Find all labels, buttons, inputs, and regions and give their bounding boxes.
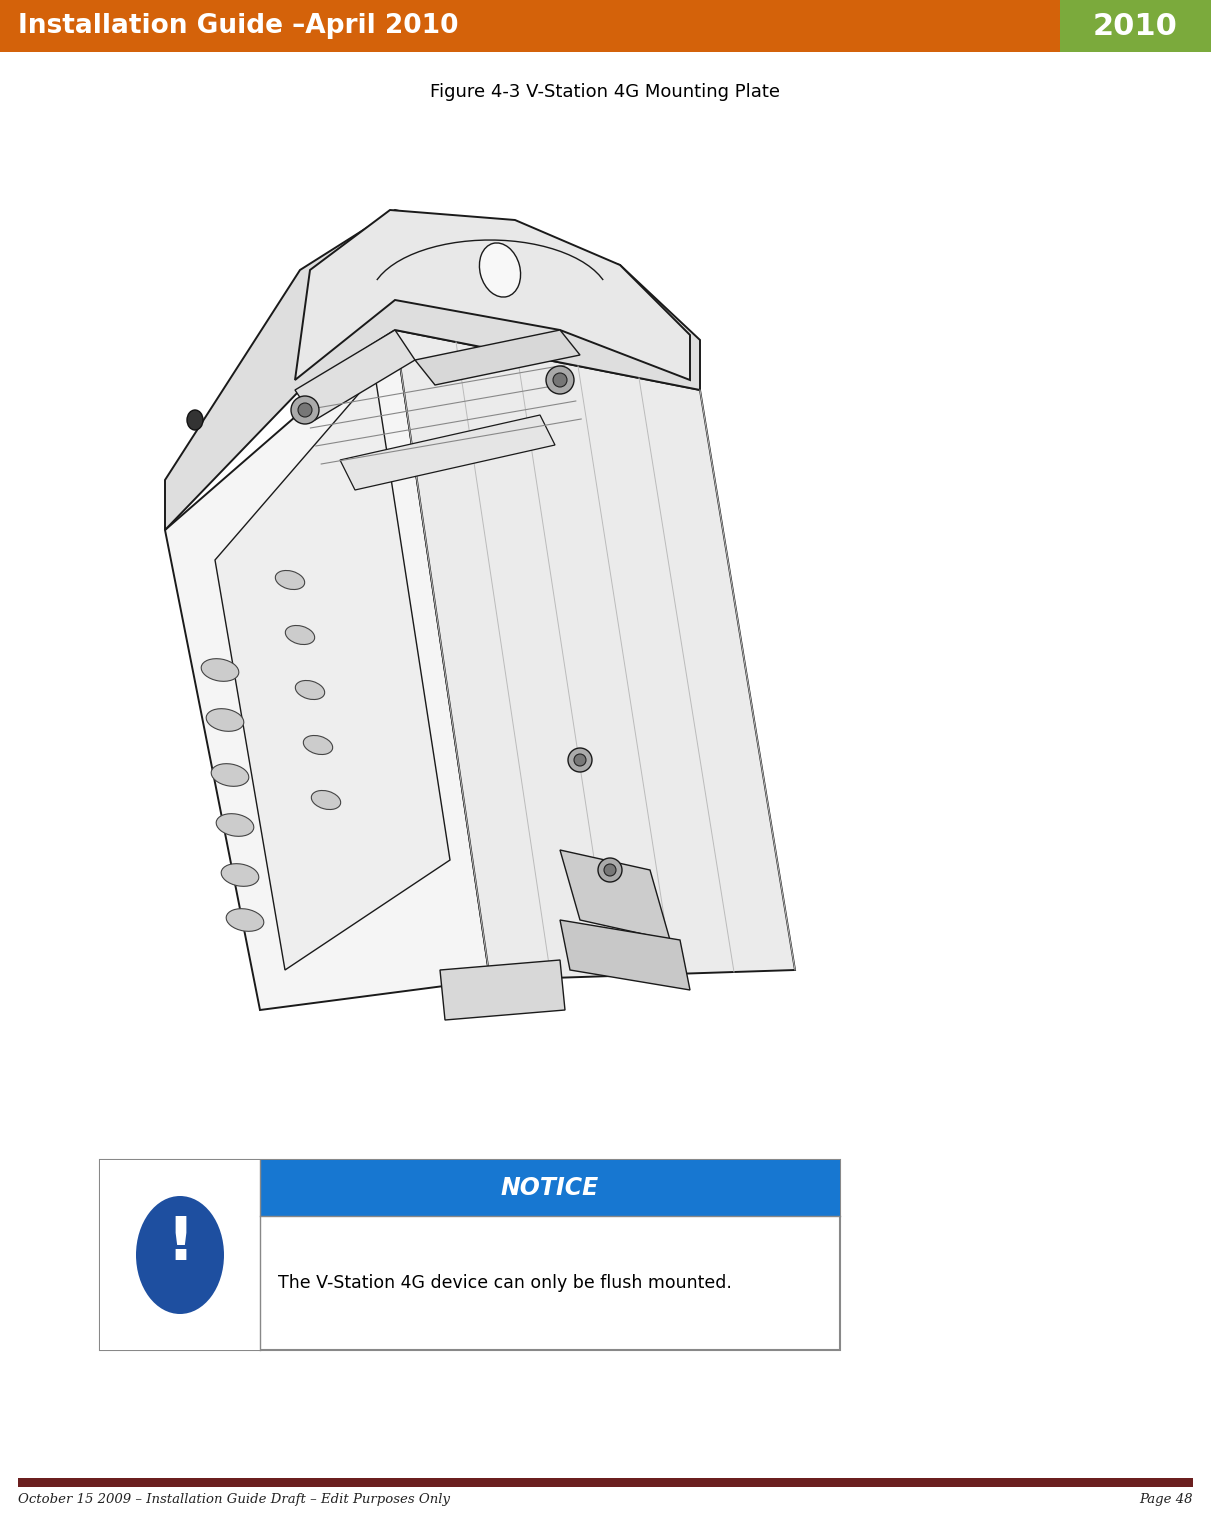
Bar [260,1161,840,1217]
Circle shape [568,748,592,772]
Polygon shape [295,209,690,379]
Circle shape [298,404,312,417]
Circle shape [604,865,616,875]
Bar [1060,0,1211,52]
Ellipse shape [201,658,239,681]
Ellipse shape [480,243,521,297]
Ellipse shape [186,410,203,429]
Text: The V-Station 4G device can only be flush mounted.: The V-Station 4G device can only be flus… [279,1274,731,1292]
Polygon shape [395,331,794,980]
Bar [18,1478,1193,1487]
Polygon shape [415,331,580,385]
Circle shape [574,754,586,766]
Ellipse shape [311,790,340,810]
Circle shape [598,859,622,881]
Ellipse shape [206,708,243,731]
Polygon shape [559,919,690,991]
Bar [101,1161,840,1350]
Polygon shape [165,209,700,529]
Bar [0,0,1060,52]
Ellipse shape [286,625,315,645]
Ellipse shape [303,736,333,754]
Polygon shape [295,331,415,420]
Polygon shape [440,960,566,1019]
Ellipse shape [217,813,254,836]
Text: Installation Guide –April 2010: Installation Guide –April 2010 [18,14,459,39]
Ellipse shape [275,570,305,590]
Polygon shape [165,331,490,1010]
Text: NOTICE: NOTICE [501,1176,599,1200]
Circle shape [291,396,318,423]
Ellipse shape [295,681,325,699]
Text: October 15 2009 – Installation Guide Draft – Edit Purposes Only: October 15 2009 – Installation Guide Dra… [18,1493,450,1505]
Polygon shape [340,416,555,490]
Ellipse shape [222,863,259,886]
Ellipse shape [211,763,248,786]
Text: Figure 4-3 V-Station 4G Mounting Plate: Figure 4-3 V-Station 4G Mounting Plate [430,83,781,102]
Circle shape [553,373,567,387]
Bar [101,1161,260,1350]
Ellipse shape [136,1195,224,1314]
Text: 2010: 2010 [1094,12,1178,41]
Text: !: ! [166,1214,194,1273]
Polygon shape [216,375,450,969]
Text: Page 48: Page 48 [1140,1493,1193,1505]
Polygon shape [559,850,670,941]
Ellipse shape [226,909,264,931]
Circle shape [546,366,574,394]
